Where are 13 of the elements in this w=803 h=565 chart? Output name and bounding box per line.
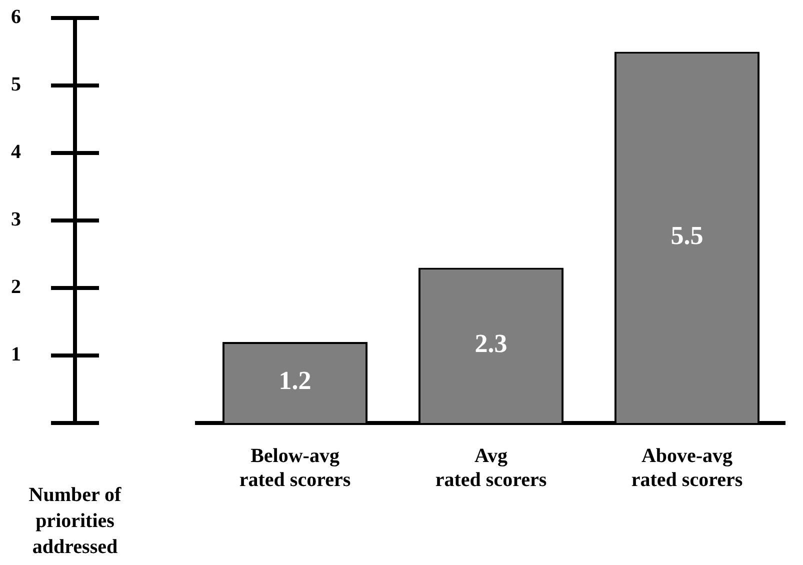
y-tick-label: 6 xyxy=(11,6,21,28)
data-label: 1.2 xyxy=(278,366,312,396)
x-tick-label: Avg rated scorers xyxy=(435,445,547,492)
y-tick-label: 2 xyxy=(11,276,21,298)
y-axis-title: Number of priorities addressed xyxy=(28,483,122,560)
y-tick-label: 3 xyxy=(11,208,21,231)
y-tick-label: 1 xyxy=(11,344,21,366)
y-tick-label: 4 xyxy=(11,141,21,164)
data-label: 2.3 xyxy=(474,329,508,358)
data-label: 5.5 xyxy=(670,221,704,250)
x-tick-label: Below-avg rated scorers xyxy=(239,445,351,492)
x-tick-label: Above-avg rated scorers xyxy=(631,445,743,492)
y-tick-label: 5 xyxy=(11,74,21,96)
